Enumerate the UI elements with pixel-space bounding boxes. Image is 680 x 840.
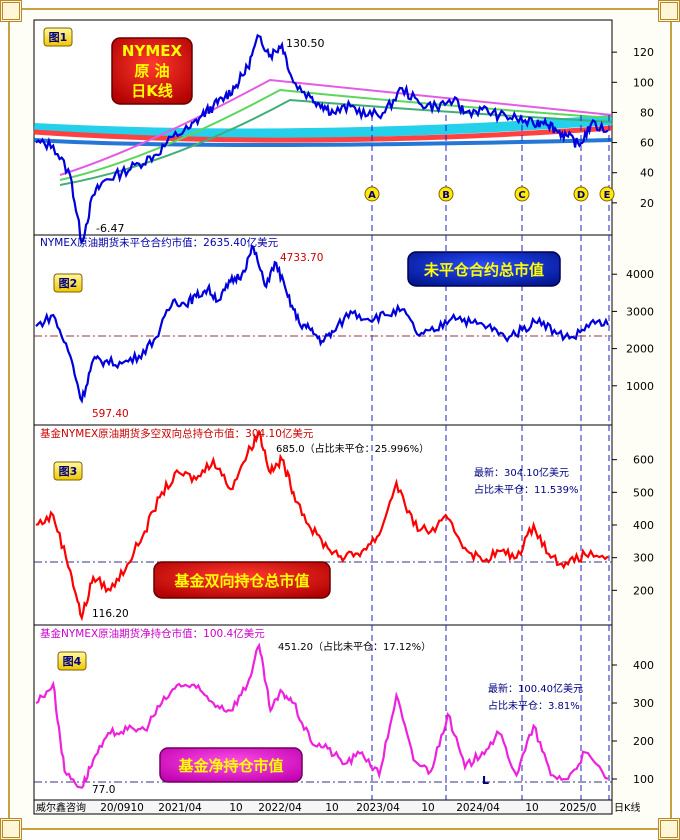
- frame-corner-bottom-left: [0, 818, 22, 840]
- svg-text:基金双向持仓总市值: 基金双向持仓总市值: [173, 572, 309, 590]
- panel-4-low-marker: L: [482, 774, 489, 787]
- panel-1-price-series: [35, 33, 609, 245]
- panel-4-label: 图4: [57, 651, 87, 671]
- panel-1-y-axis: 20 40 60 80 100 120: [612, 46, 654, 210]
- panel-2-y-axis: 1000 2000 3000 4000: [612, 268, 654, 393]
- marker-lines: [371, 115, 610, 800]
- marker-label-c: C: [518, 190, 525, 201]
- panel-4-latest-value: 最新：100.40亿美元: [488, 682, 583, 695]
- panel-3-y-axis: 200 300 400 500 600: [612, 454, 654, 597]
- svg-text:图4: 图4: [63, 655, 82, 668]
- panel-3-latest-ratio: 占比未平仓：11.539%: [474, 483, 579, 496]
- svg-text:原 油: 原 油: [134, 62, 169, 80]
- marker-label-b: B: [442, 190, 450, 201]
- panel-3-high-annotation: 685.0（占比未平仓：25.996%）: [276, 442, 429, 455]
- marker-badge-d: [573, 186, 589, 202]
- unit-label: 日K线: [614, 801, 641, 814]
- svg-text:NYMEX: NYMEX: [122, 42, 183, 60]
- panel-2-open-interest-series: [35, 244, 610, 404]
- y-tick-label: 300: [633, 697, 654, 710]
- panel-3-title: 基金NYMEX原油期货多空双向总持仓市值：304.10亿美元: [40, 427, 314, 440]
- frame-corner-bottom-right: [658, 818, 680, 840]
- y-tick-label: 3000: [626, 305, 654, 318]
- frame-corner-top-right: [658, 0, 680, 22]
- panel-4-high-annotation: 451.20（占比未平仓：17.12%）: [278, 640, 431, 653]
- panel-4-title: 基金NYMEX原油期货净持仓市值：100.4亿美元: [40, 627, 265, 640]
- marker-badge-e: [599, 186, 615, 202]
- marker-label-a: A: [368, 190, 376, 201]
- y-tick-label: 100: [633, 76, 654, 89]
- svg-text:基金净持仓市值: 基金净持仓市值: [177, 757, 283, 775]
- panel-1-label: 图1: [43, 27, 73, 47]
- panel-4-plot-area: [33, 624, 613, 801]
- frame-corner-top-left: [0, 0, 22, 22]
- panel-4-badge: 基金净持仓市值: [159, 747, 303, 783]
- panel-2-label: 图2: [53, 273, 83, 293]
- svg-text:图3: 图3: [59, 465, 78, 478]
- y-tick-label: 400: [633, 519, 654, 532]
- y-tick-label: 200: [633, 735, 654, 748]
- svg-text:图1: 图1: [49, 31, 68, 44]
- marker-badges: A B C D E: [364, 186, 615, 202]
- panel-4-y-axis: 100 200 300 400: [612, 659, 654, 786]
- y-tick-label: 400: [633, 659, 654, 672]
- source-label: 威尔鑫咨询: [36, 801, 86, 814]
- y-tick-label: 300: [633, 552, 654, 565]
- panel-1-low-annotation: -6.47: [96, 222, 124, 235]
- svg-text:日K线: 日K线: [131, 82, 173, 100]
- panel-4-latest-ratio: 占比未平仓：3.81%: [488, 699, 580, 712]
- marker-badge-a: [364, 186, 380, 202]
- date-tick-label: 2024/04: [456, 802, 500, 814]
- panel-1-high-annotation: 130.50: [286, 37, 325, 50]
- date-axis: 20/0910 2021/04 10 2022/04 10 2023/04 10 2024/0…: [100, 802, 596, 814]
- panel-2-badge: 未平仓合约总市值: [407, 251, 561, 287]
- marker-badge-c: [514, 186, 530, 202]
- marker-label-d: D: [577, 190, 585, 201]
- moving-average-ribbons: [33, 78, 613, 186]
- svg-text:未平仓合约总市值: 未平仓合约总市值: [423, 261, 544, 279]
- panel-3-latest-value: 最新：304.10亿美元: [474, 466, 569, 479]
- y-tick-label: 80: [640, 106, 654, 119]
- y-tick-label: 40: [640, 167, 654, 180]
- date-tick-label: 20/0910: [100, 802, 144, 814]
- panel-2-low-annotation: 597.40: [92, 408, 129, 420]
- panel-3-low-annotation: 116.20: [92, 608, 129, 620]
- panel-1-badge: NYMEX 原 油 日K线: [111, 37, 193, 105]
- marker-badge-b: [438, 186, 454, 202]
- date-axis-strip: [33, 799, 613, 815]
- y-tick-label: 4000: [626, 268, 654, 281]
- date-tick-label: 10: [229, 802, 242, 814]
- y-tick-label: 500: [633, 486, 654, 499]
- marker-label-e: E: [604, 190, 611, 201]
- date-tick-label: 10: [525, 802, 538, 814]
- panel-3-fund-gross-series: [35, 429, 609, 622]
- panel-2-high-annotation: 4733.70: [280, 252, 323, 264]
- date-tick-label: 2021/04: [158, 802, 202, 814]
- panel-3-badge: 基金双向持仓总市值: [153, 561, 331, 599]
- y-tick-label: 120: [633, 46, 654, 59]
- date-tick-label: 2025/0: [560, 802, 597, 814]
- y-tick-label: 100: [633, 773, 654, 786]
- date-tick-label: 10: [421, 802, 434, 814]
- panel-4-low-annotation: 77.0: [92, 784, 115, 796]
- y-tick-label: 200: [633, 584, 654, 597]
- svg-text:图2: 图2: [59, 277, 78, 290]
- y-tick-label: 60: [640, 137, 654, 150]
- panel-2-title: NYMEX原油期货未平仓合约市值：2635.40亿美元: [40, 236, 279, 249]
- y-tick-label: 20: [640, 197, 654, 210]
- panel-3-label: 图3: [53, 461, 83, 481]
- panel-4-fund-net-series: [35, 642, 609, 789]
- date-tick-label: 2022/04: [258, 802, 302, 814]
- y-tick-label: 2000: [626, 343, 654, 356]
- date-tick-label: 10: [325, 802, 338, 814]
- y-tick-label: 600: [633, 454, 654, 467]
- date-tick-label: 2023/04: [356, 802, 400, 814]
- y-tick-label: 1000: [626, 380, 654, 393]
